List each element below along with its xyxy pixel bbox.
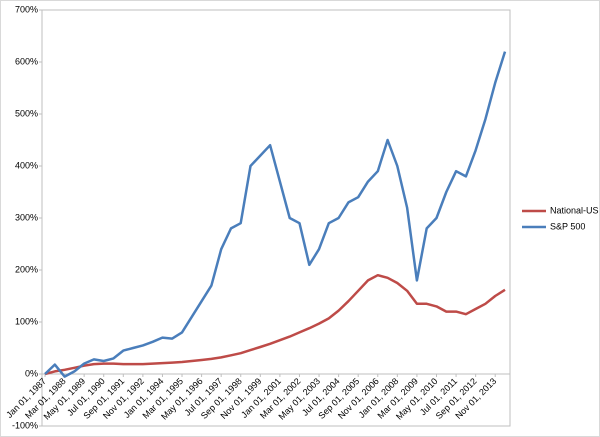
y-tick-label: 200% [15, 264, 38, 274]
y-tick-label: 700% [15, 4, 38, 14]
series-line [44, 51, 507, 378]
legend-label: S&P 500 [550, 221, 585, 231]
legend-label: National-US [550, 205, 599, 215]
series-line [44, 273, 506, 376]
y-tick-label: 600% [15, 56, 38, 66]
y-tick-label: 0% [25, 368, 38, 378]
y-tick-label: 100% [15, 316, 38, 326]
y-tick-label: 500% [15, 108, 38, 118]
y-tick-label: 400% [15, 160, 38, 170]
y-tick-label: -100% [12, 420, 38, 430]
y-tick-label: 300% [15, 212, 38, 222]
